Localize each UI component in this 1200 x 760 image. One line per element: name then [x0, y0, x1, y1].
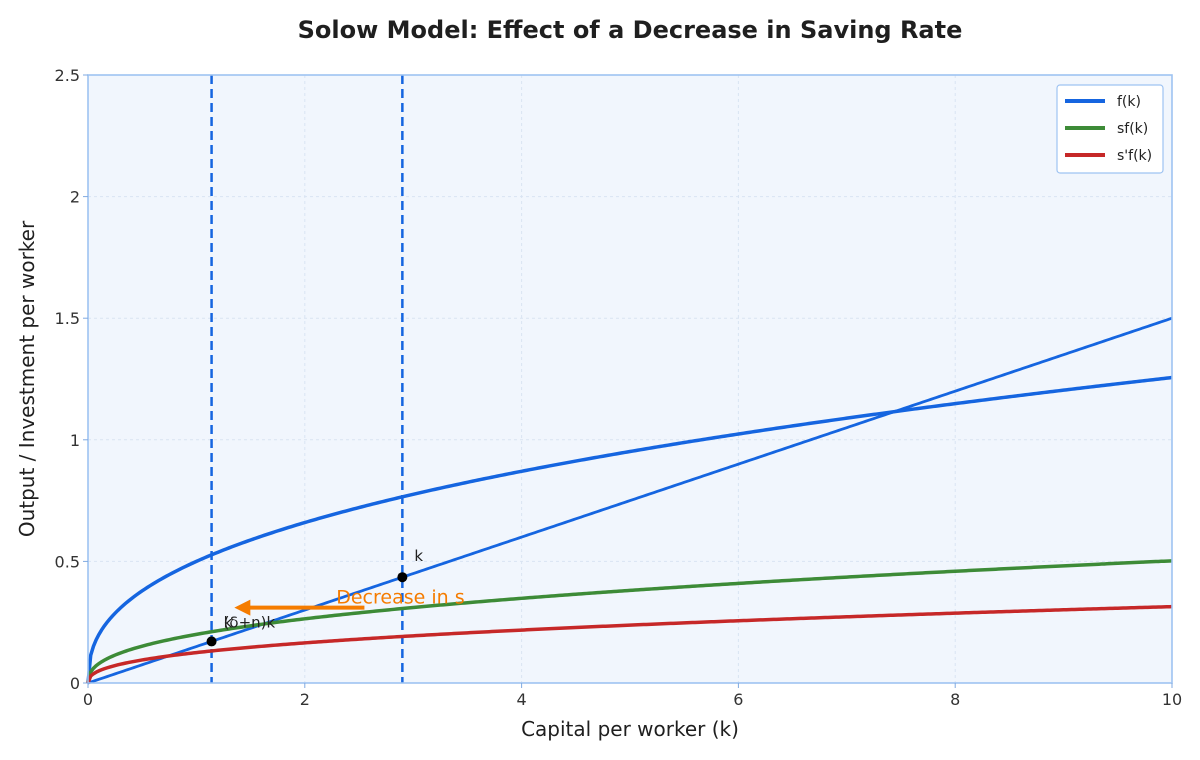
equilibrium-point — [206, 636, 217, 647]
y-tick-label: 2.5 — [55, 66, 80, 85]
y-tick-label: 1 — [70, 431, 80, 450]
decrease-arrow-head — [234, 599, 251, 616]
plot-frame — [87, 74, 1173, 684]
point-label: (δ+n)k — [224, 613, 276, 631]
y-tick-label: 2 — [70, 188, 80, 207]
equilibrium-point — [397, 572, 408, 583]
x-tick-label: 8 — [950, 690, 960, 709]
x-tick-label: 6 — [733, 690, 743, 709]
y-tick-label: 1.5 — [55, 309, 80, 328]
x-tick-label: 0 — [83, 690, 93, 709]
x-tick-label: 2 — [300, 690, 310, 709]
legend-label: sf(k) — [1117, 121, 1148, 137]
point-label: k — [414, 547, 423, 565]
y-tick-label: 0.5 — [55, 552, 80, 571]
axis-ticks: 0 2 4 6 8 10 0 0.5 1 1.5 2 2.5 — [55, 66, 1183, 709]
legend: f(k) sf(k) s'f(k) — [1056, 84, 1164, 174]
x-tick-label: 4 — [517, 690, 527, 709]
equilibrium-points — [206, 572, 408, 647]
series-line-2 — [86, 604, 1173, 684]
series-line-1 — [86, 559, 1173, 684]
y-axis-label: Output / Investment per worker — [15, 220, 39, 537]
x-axis-label: Capital per worker (k) — [521, 717, 739, 741]
y-tick-label: 0 — [70, 674, 80, 693]
curves — [86, 316, 1173, 685]
x-tick-label: 10 — [1162, 690, 1182, 709]
chart-title: Solow Model: Effect of a Decrease in Sav… — [298, 16, 963, 44]
legend-box — [1056, 84, 1164, 174]
point-label: k — [224, 613, 233, 631]
series-line-0 — [86, 375, 1173, 684]
legend-label: s'f(k) — [1117, 148, 1152, 164]
decrease-label: Decrease in s — [336, 587, 464, 609]
legend-label: f(k) — [1117, 94, 1141, 110]
